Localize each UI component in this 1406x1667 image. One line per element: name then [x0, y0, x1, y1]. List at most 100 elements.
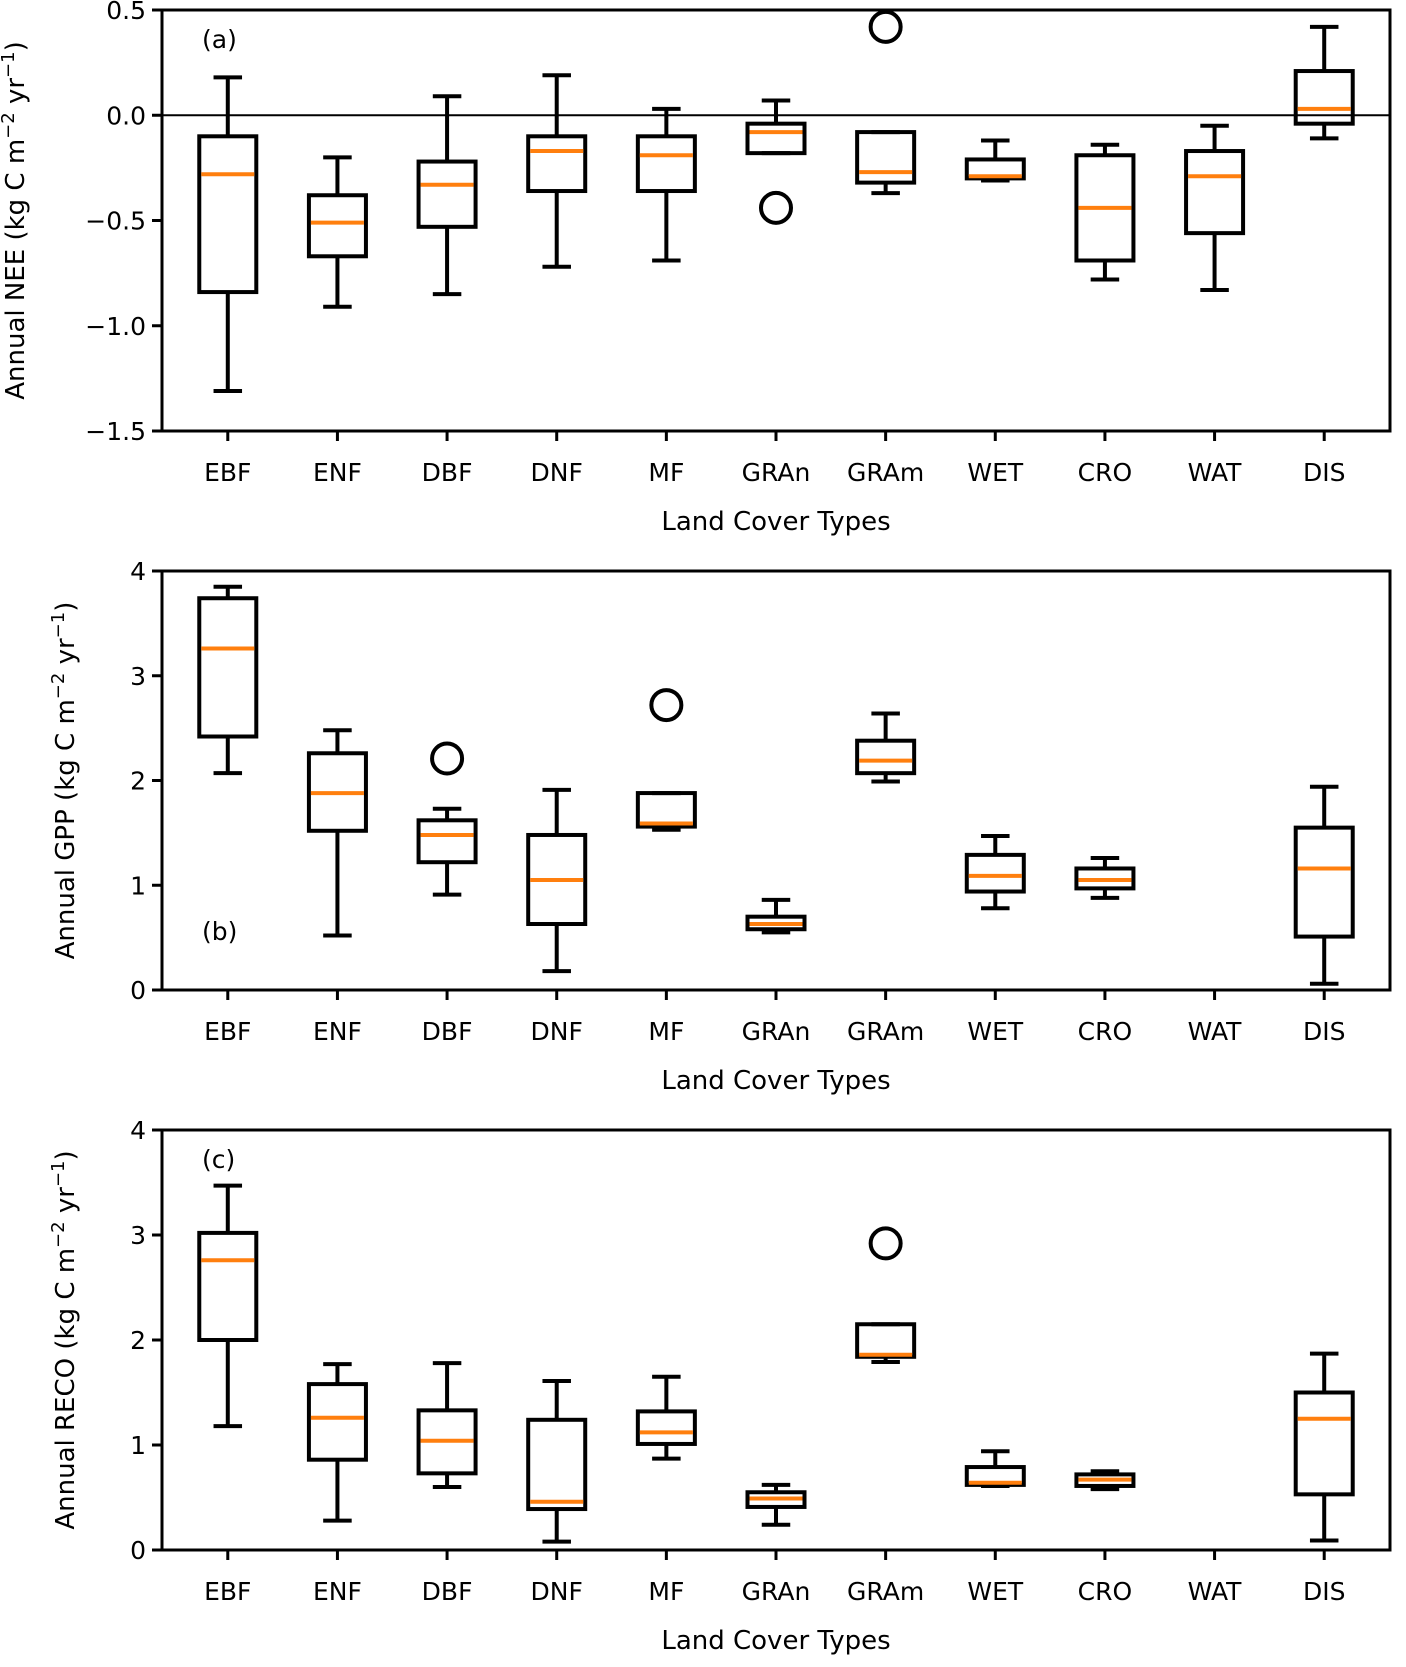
box-CRO [1074, 856, 1136, 900]
box-CRO [1074, 142, 1136, 282]
outlier-point [868, 9, 903, 44]
x-tick-label: GRAn [742, 1017, 811, 1046]
x-tick-label: DIS [1303, 1577, 1346, 1606]
y-axis-label-part: ) [51, 1150, 81, 1160]
x-tick-label: ENF [313, 1577, 362, 1606]
box-EBF [197, 584, 259, 776]
x-axis-label: Land Cover Types [661, 1626, 890, 1656]
x-tick-label: MF [648, 1017, 684, 1046]
iqr-box [635, 1409, 697, 1446]
y-tick-label: 2 [130, 767, 146, 796]
x-tick-label: DIS [1303, 458, 1346, 487]
y-tick-label: 1 [130, 1431, 146, 1460]
x-tick-label: WAT [1188, 1577, 1243, 1606]
y-axis-label: Annual NEE (kg C m−2 yr−1) [0, 41, 31, 400]
iqr-box [855, 738, 917, 776]
plot-frame [160, 1128, 1392, 1552]
box-WET [964, 1449, 1026, 1488]
box-GRAm [855, 711, 917, 784]
y-tick-label: −1.5 [85, 417, 146, 446]
x-tick-label: EBF [204, 458, 251, 487]
x-tick-label: GRAn [742, 1577, 811, 1606]
x-tick-label: WAT [1188, 1017, 1243, 1046]
iqr-box [306, 1382, 368, 1462]
x-tick-label: DNF [531, 1577, 583, 1606]
box-GRAm [855, 1226, 917, 1365]
y-tick-label: 0 [130, 1536, 146, 1565]
x-tick-label: MF [648, 1577, 684, 1606]
panel-tag: (c) [202, 1145, 235, 1174]
y-axis-label-exponent: −2 [48, 673, 69, 700]
box-ENF [306, 155, 368, 309]
outlier-point [649, 688, 684, 723]
x-tick-label: ENF [313, 458, 362, 487]
y-tick-label: 0.5 [106, 0, 146, 25]
box-DNF [526, 1378, 588, 1544]
panel-tag: (b) [202, 917, 237, 946]
iqr-box [745, 914, 807, 932]
box-MF [635, 688, 697, 832]
iqr-box [526, 134, 588, 194]
box-CRO [1074, 1469, 1136, 1492]
outlier-point [430, 741, 465, 776]
box-DNF [526, 73, 588, 269]
box-MF [635, 106, 697, 263]
y-axis-label-part: Annual RECO (kg C m [51, 1248, 81, 1530]
y-axis-label-exponent: −1 [48, 1160, 69, 1187]
y-axis-label-part: yr [51, 638, 81, 673]
panel-c: 0 1 2 3 4 EBF ENF DBF DNF MF GRAn GRAm WET CRO WAT DIS (… [48, 1116, 1392, 1656]
iqr-box [855, 130, 917, 185]
box-DIS [1293, 24, 1355, 141]
y-axis-label-part: ) [1, 41, 31, 51]
x-tick-label: DBF [422, 458, 473, 487]
y-tick-label: 3 [130, 662, 146, 691]
plot-frame [160, 8, 1392, 433]
iqr-box [197, 1230, 259, 1343]
y-axis-label-part: ) [51, 602, 81, 612]
box-MF [635, 1374, 697, 1461]
y-axis-label: Annual RECO (kg C m−2 yr−1) [48, 1150, 81, 1529]
x-tick-label: MF [648, 458, 684, 487]
box-GRAn [745, 98, 807, 225]
y-axis-label: Annual GPP (kg C m−2 yr−1) [48, 602, 81, 960]
iqr-box [964, 852, 1026, 894]
iqr-box [526, 1417, 588, 1512]
box-DBF [416, 741, 478, 897]
y-tick-label: −0.5 [85, 207, 146, 236]
iqr-box [416, 818, 478, 865]
box-GRAn [745, 1482, 807, 1527]
iqr-box [635, 791, 697, 829]
x-tick-label: CRO [1078, 1577, 1133, 1606]
x-tick-label: WET [967, 1017, 1024, 1046]
iqr-box [1293, 1390, 1355, 1497]
y-axis-label-exponent: −2 [48, 1221, 69, 1248]
x-tick-label: DNF [531, 1017, 583, 1046]
y-axis-label-part: yr [1, 78, 31, 113]
box-DNF [526, 787, 588, 974]
outlier-point [868, 1226, 903, 1261]
y-tick-label: −1.0 [85, 312, 146, 341]
y-tick-label: 0 [130, 976, 146, 1005]
x-tick-label: CRO [1078, 458, 1133, 487]
x-tick-label: DBF [422, 1577, 473, 1606]
y-axis-label-part: Annual NEE (kg C m [1, 139, 31, 400]
x-tick-label: DIS [1303, 1017, 1346, 1046]
iqr-box [964, 1465, 1026, 1487]
box-WAT [1184, 123, 1246, 292]
iqr-box [1293, 825, 1355, 939]
box-GRAn [745, 897, 807, 935]
box-EBF [197, 75, 259, 394]
panel-a: −1.5 −1.0 −0.5 0.0 0.5 EBF ENF DBF DNF MF GRAn GRAm… [0, 0, 1392, 537]
iqr-box [197, 596, 259, 739]
box-DIS [1293, 1351, 1355, 1543]
iqr-box [416, 159, 478, 229]
y-axis-label-part: Annual GPP (kg C m [51, 699, 81, 959]
y-tick-label: 0.0 [106, 101, 146, 130]
box-WET [964, 834, 1026, 911]
y-tick-label: 2 [130, 1326, 146, 1355]
x-tick-label: GRAm [847, 1017, 924, 1046]
box-WET [964, 138, 1026, 183]
x-tick-label: GRAm [847, 458, 924, 487]
x-axis-label: Land Cover Types [661, 1066, 890, 1096]
